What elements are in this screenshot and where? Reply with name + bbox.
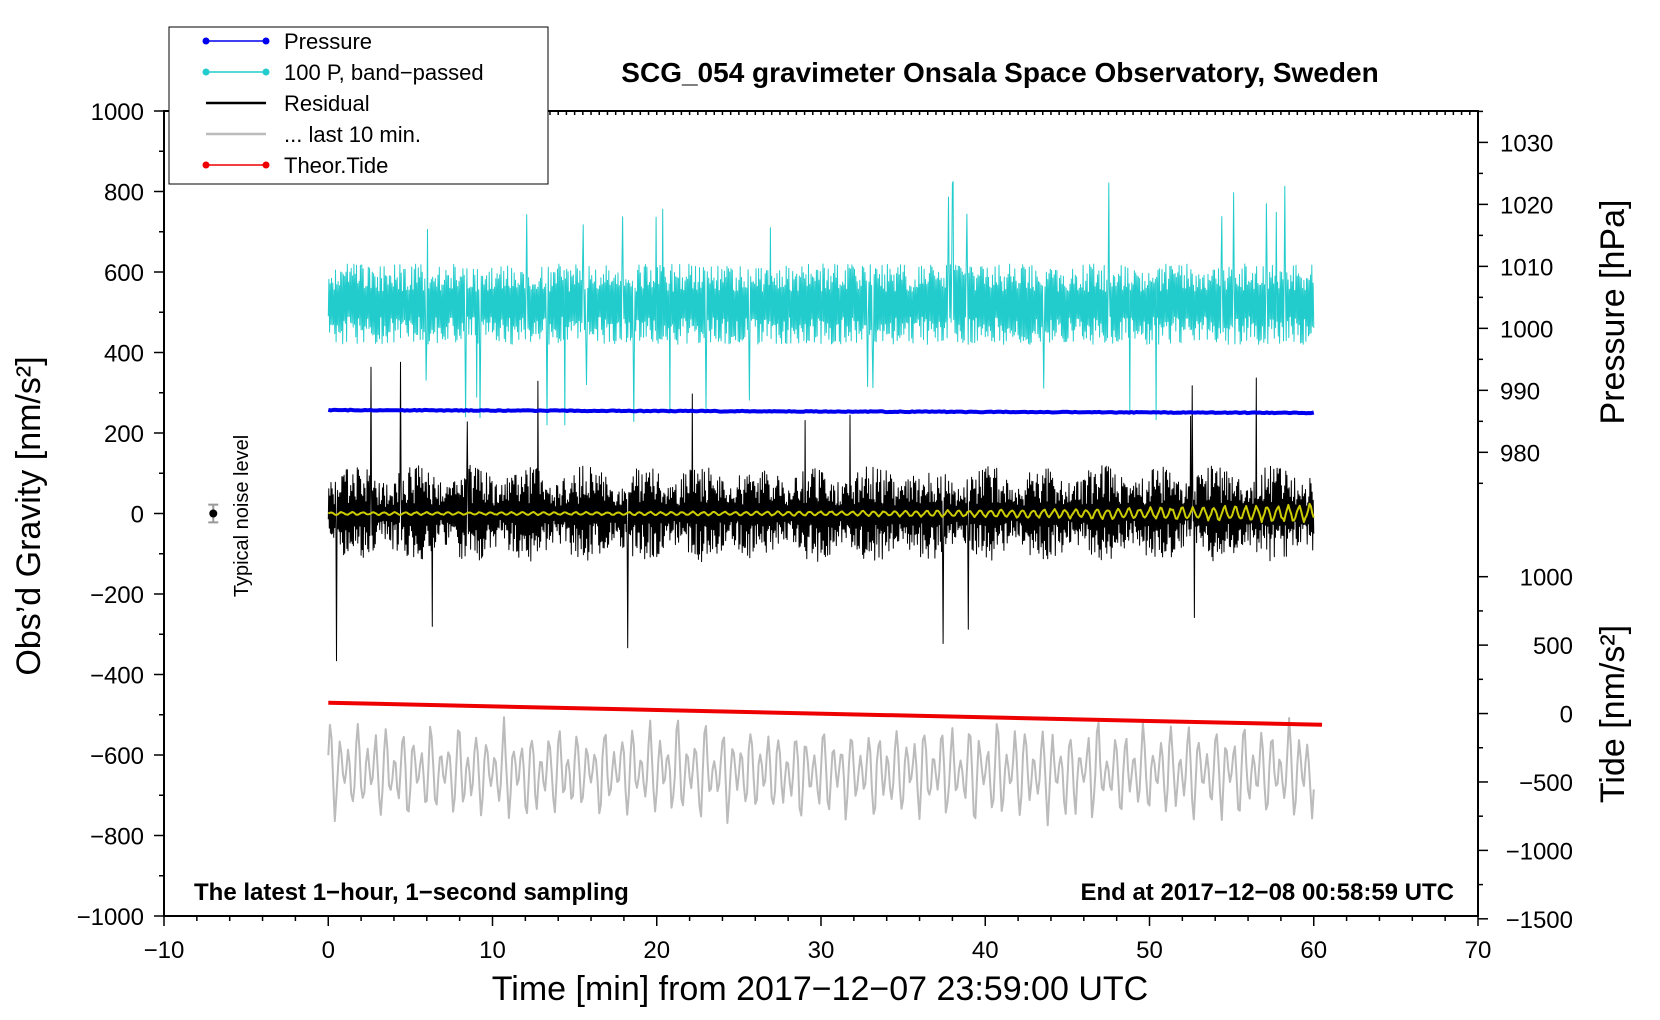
x-tick-label: 0 — [322, 937, 335, 964]
residual-series — [327, 361, 1315, 662]
end-time-note: End at 2017−12−08 00:58:59 UTC — [1080, 879, 1454, 906]
residual-smoothed-line — [327, 502, 1315, 524]
tide-tick-label: −500 — [1519, 770, 1573, 797]
y-axis-left: −1000 −800 −600 −400 −200 0 200 400 600 800 1000 — [77, 99, 164, 931]
y-tick-label: −200 — [90, 582, 144, 609]
y-axis-pressure-title: Pressure [hPa] — [1594, 200, 1632, 425]
pressure-line — [327, 407, 1315, 416]
y-axis-tide: −1500 −1000 −500 0 500 1000 — [1478, 565, 1573, 934]
x-tick-label: −10 — [144, 937, 185, 964]
x-axis: −10 0 10 20 30 40 50 60 70 — [144, 111, 1492, 964]
theoretical-tide-series — [328, 700, 1323, 727]
pressure-tick-label: 990 — [1500, 378, 1540, 405]
legend-label: Pressure — [284, 29, 372, 54]
legend-marker — [262, 68, 270, 76]
y-tick-label: −400 — [90, 663, 144, 690]
x-tick-label: 40 — [972, 937, 999, 964]
legend-marker — [202, 68, 210, 76]
y-axis-tide-title: Tide [nm/s²] — [1594, 625, 1632, 803]
pressure-tick-label: 1000 — [1500, 316, 1553, 343]
y-tick-label: 0 — [131, 502, 144, 529]
y-tick-label: −800 — [90, 824, 144, 851]
noise-level-label: Typical noise level — [231, 435, 253, 597]
y-tick-label: 200 — [104, 421, 144, 448]
legend-label: ... last 10 min. — [284, 122, 421, 147]
pressure-tick-label: 1010 — [1500, 254, 1553, 281]
legend-marker — [262, 161, 270, 169]
legend-marker — [202, 161, 210, 169]
last-10-min-series — [327, 716, 1315, 827]
y-axis-pressure: 980 990 1000 1010 1020 1030 — [1478, 110, 1553, 485]
x-tick-label: 20 — [643, 937, 670, 964]
y-tick-label: −1000 — [77, 904, 144, 931]
pressure-series — [327, 407, 1315, 416]
y-tick-label: 800 — [104, 180, 144, 207]
tide-tick-label: −1500 — [1506, 907, 1573, 934]
y-tick-label: 600 — [104, 260, 144, 287]
pressure-tick-label: 1020 — [1500, 192, 1553, 219]
legend: Pressure 100 P, band−passed Residual ... la… — [168, 26, 549, 185]
legend-label: 100 P, band−passed — [284, 60, 484, 85]
last-10-min-line — [327, 716, 1315, 827]
band-passed-pressure-series — [327, 181, 1315, 426]
legend-label: Residual — [284, 91, 370, 116]
residual-line — [327, 361, 1315, 662]
noise-dot — [209, 509, 218, 518]
x-axis-title: Time [min] from 2017−12−07 23:59:00 UTC — [492, 970, 1148, 1008]
sampling-note: The latest 1−hour, 1−second sampling — [194, 879, 629, 906]
legend-label: Theor.Tide — [284, 153, 388, 178]
legend-box — [168, 26, 549, 185]
y-axis-left-title: Obs’d Gravity [nm/s²] — [10, 356, 48, 675]
theoretical-tide-line — [328, 700, 1323, 727]
y-tick-label: 1000 — [91, 99, 144, 126]
x-tick-label: 60 — [1300, 937, 1327, 964]
x-tick-label: 30 — [808, 937, 835, 964]
pressure-tick-label: 1030 — [1500, 130, 1553, 157]
chart-title: SCG_054 gravimeter Onsala Space Observat… — [621, 57, 1378, 88]
x-tick-label: 70 — [1465, 937, 1492, 964]
tide-tick-label: 0 — [1560, 702, 1573, 729]
y-tick-label: −600 — [90, 743, 144, 770]
tide-tick-label: 1000 — [1520, 565, 1573, 592]
tide-tick-label: −1000 — [1506, 838, 1573, 865]
y-tick-label: 400 — [104, 341, 144, 368]
residual-smoothed-series — [327, 502, 1315, 524]
x-tick-label: 10 — [479, 937, 506, 964]
x-tick-label: 50 — [1136, 937, 1163, 964]
tide-tick-label: 500 — [1533, 633, 1573, 660]
pressure-tick-label: 980 — [1500, 440, 1540, 467]
legend-marker — [202, 37, 210, 45]
band-passed-pressure-line — [327, 181, 1315, 426]
noise-level-marker — [208, 503, 219, 524]
legend-marker — [262, 37, 270, 45]
